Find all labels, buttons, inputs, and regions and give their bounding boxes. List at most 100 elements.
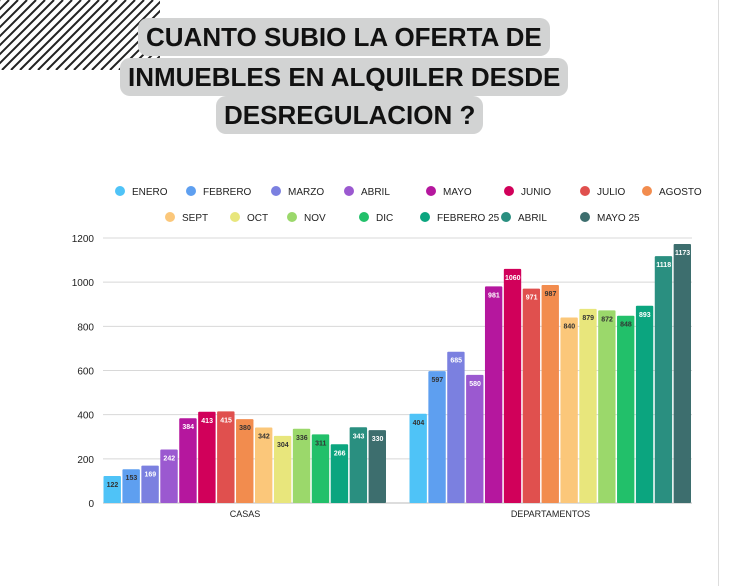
data-label: 879 [582,315,594,322]
y-tick-label: 1000 [72,278,95,289]
legend-swatch [501,212,511,222]
y-tick-label: 1200 [72,234,95,245]
legend-label: MAYO [443,187,472,198]
title-line-3: DESREGULACION ? [216,96,484,134]
title-line-1: CUANTO SUBIO LA OFERTA DE [138,18,550,56]
data-label: 413 [201,418,213,425]
data-label: 597 [431,377,443,384]
data-label: 380 [239,425,251,432]
bar [503,268,522,503]
legend-swatch [359,212,369,222]
bar [447,351,465,503]
data-label: 122 [107,482,119,489]
legend-label: JUNIO [521,187,551,198]
data-label: 981 [488,292,500,299]
bar [273,435,292,503]
bar [541,285,559,503]
y-tick-label: 200 [77,455,94,466]
hatch-line [0,0,28,29]
bar [198,411,216,503]
legend-label: MARZO [288,187,324,198]
legend-label: AGOSTO [659,187,702,198]
legend-label: MAYO 25 [597,213,640,224]
data-label: 1060 [505,275,521,282]
legend-swatch [230,212,240,222]
legend-swatch [287,212,297,222]
y-tick-label: 600 [77,367,94,378]
hatch-line [10,0,82,70]
hatch-line [19,0,91,70]
data-label: 893 [639,312,651,319]
data-label: 1173 [675,250,690,257]
legend-swatch [426,186,436,196]
hatch-line [64,0,136,70]
y-tick-label: 400 [77,411,94,422]
legend-label: FEBRERO 25 [437,213,500,224]
bar [179,418,197,503]
data-label: 266 [334,450,346,457]
bar [236,419,254,503]
bar [330,444,349,503]
y-tick-label: 0 [88,499,94,510]
bar [160,449,178,503]
data-label: 415 [220,417,232,424]
legend-label: ABRIL [361,187,390,198]
hatch-line [28,0,100,70]
data-label: 384 [182,424,194,431]
legend-label: DIC [376,213,393,224]
data-label: 169 [144,472,156,479]
frame-line [718,0,719,586]
legend-swatch [580,212,590,222]
legend-label: ABRIL [518,213,547,224]
bar [673,243,691,503]
bar [560,317,578,503]
bar [122,469,140,503]
data-label: 343 [353,433,365,440]
bar [217,411,235,503]
data-label: 685 [450,358,462,365]
legend-label: SEPT [182,213,208,224]
legend-label: JULIO [597,187,626,198]
hatch-line [55,0,127,70]
bar [428,371,446,503]
hatch-line [0,0,55,56]
data-label: 1118 [656,262,671,269]
hatch-line [46,0,118,70]
data-label: 330 [372,436,384,443]
legend-swatch [580,186,590,196]
bar [368,430,386,503]
bar [292,428,311,503]
legend-swatch [115,186,125,196]
bar [579,308,597,503]
bar [598,310,616,503]
bar [141,465,159,503]
hatch-line [91,0,160,70]
data-label: 987 [545,291,557,298]
data-label: 840 [564,324,576,331]
hatch-line [0,0,46,47]
data-label: 311 [315,440,326,447]
data-label: 336 [296,435,308,442]
bar [409,413,427,503]
bar [522,288,541,503]
legend-swatch [504,186,514,196]
legend-swatch [642,186,652,196]
legend-label: NOV [304,213,326,224]
hatch-line [0,0,19,20]
legend-label: ENERO [132,187,168,198]
title-line-2: INMUEBLES EN ALQUILER DESDE [120,58,569,96]
y-tick-label: 800 [77,322,94,333]
bar [466,374,484,503]
legend-label: FEBRERO [203,187,252,198]
legend-swatch [420,212,430,222]
data-label: 342 [258,433,270,440]
hatch-line [1,0,73,70]
data-label: 242 [163,456,175,463]
data-label: 153 [126,475,138,482]
bar [484,286,503,503]
legend-swatch [186,186,196,196]
bar [311,434,330,503]
x-category-label: CASAS [230,509,261,519]
bar [254,427,273,503]
